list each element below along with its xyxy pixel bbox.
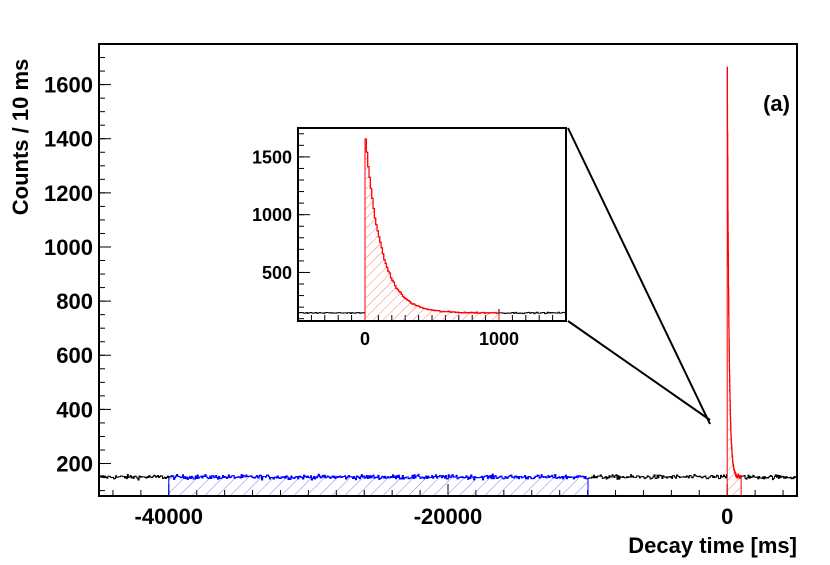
main-y-tick-label: 1400	[44, 127, 93, 152]
inset-plot-frame	[297, 127, 567, 322]
inset-black-background-left	[298, 311, 365, 315]
inset-background	[298, 128, 566, 321]
main-y-tick-label: 1000	[44, 235, 93, 260]
red-signal-series	[726, 66, 742, 479]
main-panel: -40000 -20000 0 200 400 600 800 1000 1200 1400 16…	[8, 43, 798, 558]
inset-black-background-right	[499, 311, 566, 315]
inset-y-tick-label: 500	[262, 263, 292, 283]
black-background-series-middle	[587, 473, 728, 480]
red-signal-fill	[726, 66, 742, 496]
inset-histograms	[298, 138, 566, 321]
main-y-tick-label: 1600	[44, 73, 93, 98]
main-y-tick-label: 400	[56, 397, 93, 422]
x-axis-label: Decay time [ms]	[628, 533, 797, 558]
y-axis-label: Counts / 10 ms	[8, 59, 33, 215]
inset-x-tick-label: 1000	[479, 329, 519, 349]
blue-sideband-series	[168, 473, 589, 481]
inset-red-signal-series	[365, 138, 499, 314]
main-y-tick-label: 800	[56, 289, 93, 314]
black-background-series-right	[741, 474, 797, 481]
main-x-tick-labels: -40000 -20000 0	[135, 504, 734, 529]
main-x-tick-label: -20000	[414, 504, 483, 529]
zoom-connector-lines	[567, 127, 711, 425]
main-x-tick-label: 0	[721, 504, 733, 529]
panel-label: (a)	[763, 91, 790, 116]
main-y-tick-label: 200	[56, 451, 93, 476]
inset-y-tick-label: 1500	[252, 147, 292, 167]
main-histograms	[99, 66, 797, 496]
main-y-tick-labels: 200 400 600 800 1000 1200 1400 1600	[44, 73, 93, 477]
main-x-tick-label: -40000	[135, 504, 204, 529]
inset-y-tick-label: 1000	[252, 205, 292, 225]
inset-x-tick-label: 0	[360, 329, 370, 349]
inset-y-tick-labels: 500 1000 1500	[252, 147, 292, 283]
inset-x-tick-labels: 0 1000	[360, 329, 519, 349]
main-y-tick-label: 600	[56, 343, 93, 368]
main-y-tick-label: 1200	[44, 181, 93, 206]
inset-panel: 0 1000 500 1000 1500	[252, 127, 567, 349]
black-background-series-left	[99, 474, 170, 481]
main-plot-frame	[98, 43, 798, 497]
